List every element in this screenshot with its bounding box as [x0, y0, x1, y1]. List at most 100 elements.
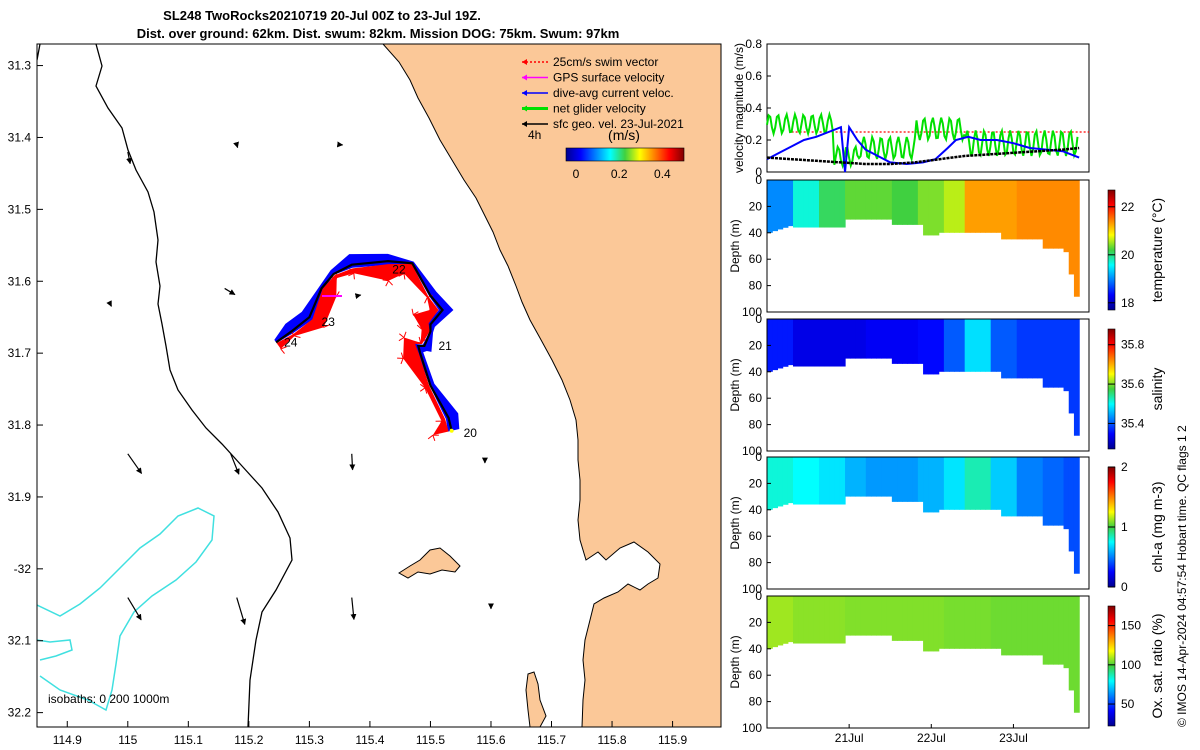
map-y-tick-label: 31.7	[8, 346, 32, 360]
colorbar-tick-label: 35.8	[1121, 338, 1145, 352]
section-cell	[897, 180, 903, 225]
section-cell	[876, 596, 883, 636]
section-cell	[829, 319, 836, 367]
section-cell	[902, 457, 909, 502]
section-cell	[886, 180, 893, 220]
section-cell	[969, 319, 976, 372]
section-cell	[845, 180, 851, 220]
section-frame	[766, 179, 1090, 313]
section-cell	[772, 319, 779, 371]
swim-vector	[348, 272, 355, 277]
section-cell	[907, 180, 914, 225]
section-cell	[777, 457, 784, 507]
section-cell	[980, 180, 987, 233]
section-cell	[1068, 596, 1075, 691]
section-cell	[798, 319, 805, 367]
geostrophic-vector	[127, 453, 143, 474]
section-cell	[954, 180, 961, 233]
isobath-1000m-2	[37, 639, 73, 661]
swim-vector	[388, 280, 394, 286]
swim-vector	[317, 325, 324, 328]
speed-colorbar	[565, 147, 685, 162]
section-cell	[860, 180, 867, 220]
swim-vector	[429, 309, 432, 316]
swim-vector	[429, 304, 433, 311]
velocity-y-tick-label: 0.2	[745, 133, 762, 147]
map-x-tick-label: 115.9	[658, 733, 687, 747]
section-cell	[1021, 319, 1028, 379]
section-cell	[808, 457, 815, 505]
section-cell	[793, 180, 799, 228]
geostrophic-vector	[126, 151, 133, 165]
depth-tick-label: 0	[755, 312, 762, 326]
swim-vector	[419, 383, 426, 389]
colorbar-tick-label: 0	[1121, 580, 1128, 594]
dive-avg-velocity-line	[766, 124, 1080, 173]
section-cell	[954, 319, 961, 372]
swim-vector	[280, 346, 287, 350]
section-cell	[813, 319, 820, 367]
section-cell	[803, 596, 810, 644]
section-cell	[1037, 180, 1044, 240]
section-cell	[1063, 457, 1070, 530]
section-cell	[1042, 457, 1049, 526]
legend-label: dive-avg current veloc.	[553, 86, 674, 100]
net-velocity-line	[766, 110, 1079, 170]
section-cell	[964, 596, 971, 649]
speed-colorbar-tick: 0.4	[654, 167, 671, 181]
depth-axis-label: Depth (m)	[728, 219, 742, 272]
island-south	[525, 671, 547, 727]
section-cell	[1001, 180, 1007, 240]
section-cell	[1006, 180, 1013, 240]
colorbar-label: Ox. sat. ratio (%)	[1149, 613, 1165, 718]
depth-tick-label: 0	[755, 589, 762, 603]
section-cell	[803, 457, 810, 505]
depth-tick-label: 80	[749, 418, 763, 432]
land-mass	[382, 44, 721, 727]
section-cell	[772, 457, 779, 509]
section-cell	[1042, 180, 1049, 249]
section-cell	[1063, 180, 1070, 253]
section-cell	[1047, 319, 1054, 388]
section-cell	[876, 180, 883, 220]
section-cell	[1068, 457, 1075, 552]
map-frame	[36, 43, 722, 728]
swim-vector	[349, 268, 355, 274]
section-cell	[819, 180, 825, 228]
swim-vector	[398, 337, 405, 342]
figure-title-line1: SL248 TwoRocks20210719 20-Jul 00Z to 23-…	[163, 8, 481, 23]
section-cell	[912, 180, 919, 225]
section-cell	[985, 319, 992, 372]
colorbar-tick-label: 1	[1121, 520, 1128, 534]
section-cell	[1011, 457, 1018, 517]
section-frame	[766, 595, 1090, 729]
section-cell	[845, 319, 851, 359]
section-cell	[1016, 319, 1023, 379]
section-frame	[766, 456, 1090, 590]
section-cell	[975, 180, 981, 233]
section-cell	[881, 319, 888, 359]
section-cell	[787, 457, 794, 504]
depth-tick-label: 0	[755, 173, 762, 187]
geostrophic-vector	[106, 300, 112, 307]
section-cell	[829, 180, 836, 228]
legend-arrowhead	[522, 105, 527, 112]
swim-vector	[414, 341, 421, 344]
swim-vector	[400, 352, 404, 359]
depth-tick-label: 100	[742, 305, 762, 319]
section-cell	[813, 596, 820, 644]
section-cell	[949, 457, 955, 510]
legend-arrowhead	[522, 59, 527, 65]
velocity-y-tick-label: 0.6	[745, 69, 762, 83]
section-cell	[798, 180, 805, 228]
depth-tick-label: 100	[742, 721, 762, 735]
section-cell	[819, 596, 825, 644]
colorbar-tick-label: 22	[1121, 200, 1135, 214]
section-cell	[923, 180, 929, 236]
depth-tick-label: 80	[749, 279, 763, 293]
map-y-tick-label: 32.1	[8, 634, 32, 648]
swim-vector	[400, 358, 404, 365]
section-cell	[912, 319, 919, 364]
speed-colorbar-tick: 0	[573, 167, 580, 181]
